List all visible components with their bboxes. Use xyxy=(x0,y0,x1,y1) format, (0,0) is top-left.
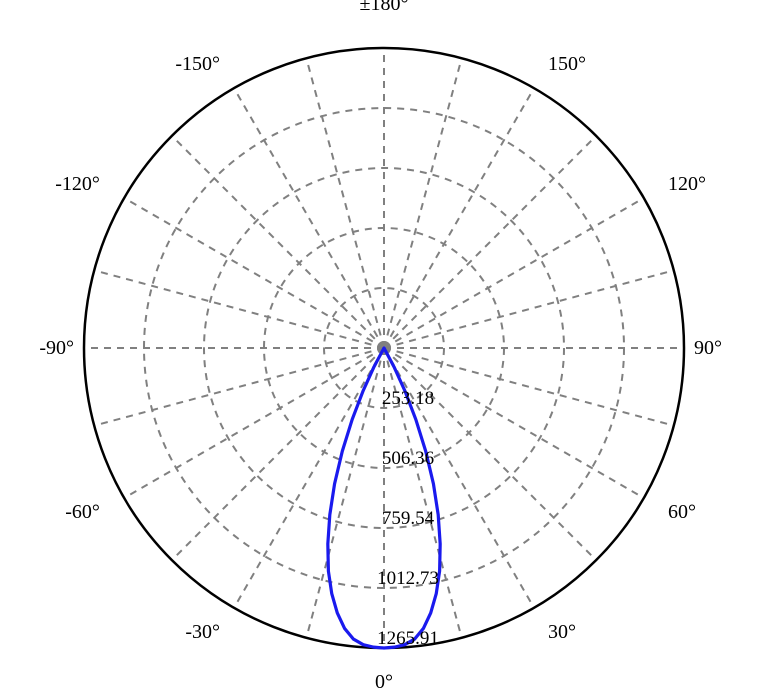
angle-label: 30° xyxy=(548,621,576,643)
angle-label: -30° xyxy=(185,621,220,643)
radial-label: 759.54 xyxy=(382,508,435,529)
angle-label: -60° xyxy=(65,501,100,523)
angle-label: 150° xyxy=(548,53,586,75)
radial-label: 1265.91 xyxy=(377,628,439,649)
angle-label: -120° xyxy=(55,173,100,195)
angle-label: 90° xyxy=(694,337,722,359)
angle-label: 120° xyxy=(668,173,706,195)
radial-label: 506.36 xyxy=(382,448,434,469)
angle-label: -150° xyxy=(175,53,220,75)
angle-label: ±180° xyxy=(360,0,409,15)
angle-label: 0° xyxy=(375,671,393,693)
radial-label: 253.18 xyxy=(382,388,434,409)
angle-label: -90° xyxy=(39,337,74,359)
angle-label: 60° xyxy=(668,501,696,523)
polar-chart: 253.18 506.36 759.54 1012.73 1265.91 0° 30° 60°… xyxy=(0,0,769,693)
radial-label: 1012.73 xyxy=(377,568,439,589)
